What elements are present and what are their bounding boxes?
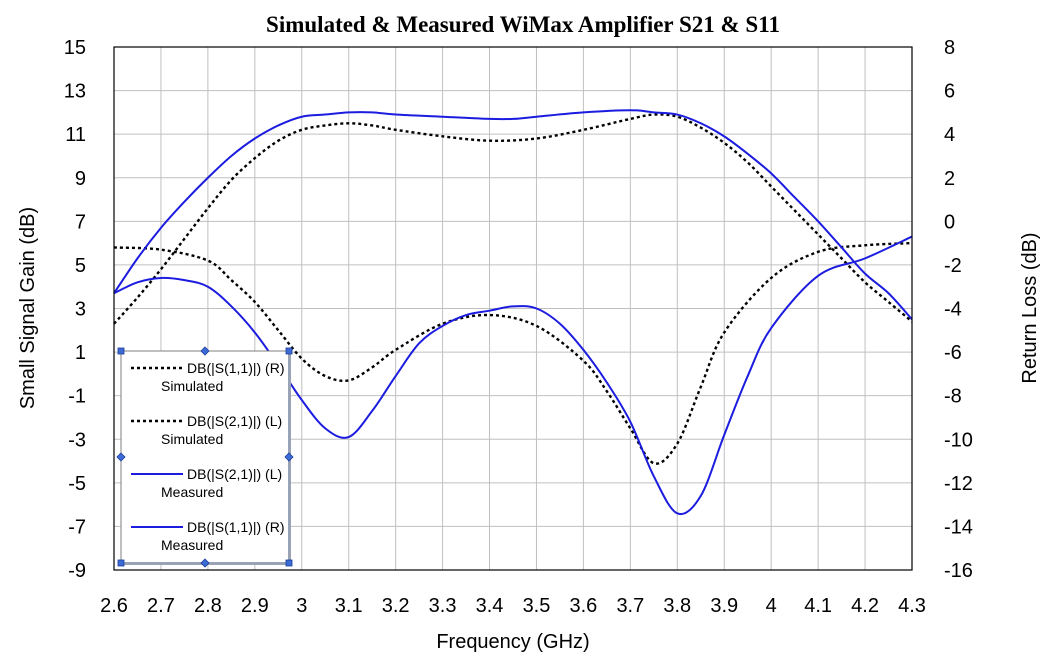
- x-tick-label: 2.7: [147, 595, 175, 617]
- legend-label: DB(|S(2,1)|) (L): [187, 413, 282, 429]
- right-tick-label: -6: [944, 342, 962, 364]
- left-tick-label: 5: [75, 255, 86, 277]
- left-tick-label: 1: [75, 342, 86, 364]
- left-tick-label: 15: [64, 37, 86, 59]
- right-tick-label: 6: [944, 81, 955, 103]
- legend-side-handle[interactable]: [116, 452, 126, 462]
- legend-side-handle[interactable]: [284, 452, 294, 462]
- right-tick-label: 4: [944, 124, 955, 146]
- left-tick-label: -1: [68, 386, 86, 408]
- legend-label: DB(|S(1,1)|) (R): [187, 519, 285, 535]
- left-tick-label: 3: [75, 299, 86, 321]
- x-tick-label: 3.5: [523, 595, 551, 617]
- right-tick-label: 2: [944, 168, 955, 190]
- legend-corner-handle[interactable]: [117, 347, 125, 355]
- left-tick-label: -7: [68, 516, 86, 538]
- x-tick-label: 3.3: [429, 595, 457, 617]
- left-axis-label: Small Signal Gain (dB): [17, 207, 39, 409]
- legend-side-handle[interactable]: [200, 558, 210, 568]
- right-tick-label: -12: [944, 473, 973, 495]
- plot-series: [113, 109, 913, 516]
- series-s21-simulated: [113, 113, 913, 325]
- left-tick-label: -3: [68, 429, 86, 451]
- legend-sublabel: Simulated: [161, 378, 223, 394]
- legend-side-handle[interactable]: [200, 346, 210, 356]
- legend-corner-handle[interactable]: [117, 559, 125, 567]
- legend-selection-handles[interactable]: [116, 346, 294, 568]
- left-tick-label: 13: [64, 81, 86, 103]
- legend-label: DB(|S(1,1)|) (R): [187, 360, 285, 376]
- x-tick-label: 3.8: [663, 595, 691, 617]
- x-tick-label: 3.4: [476, 595, 504, 617]
- x-tick-label: 3.9: [710, 595, 738, 617]
- legend: DB(|S(1,1)|) (R) Simulated DB(|S(2,1)|) (L…: [116, 346, 294, 568]
- right-tick-label: -4: [944, 299, 962, 321]
- x-tick-label: 3.1: [335, 595, 363, 617]
- x-tick-label: 2.6: [100, 595, 128, 617]
- x-tick-label: 3.7: [616, 595, 644, 617]
- legend-sublabel: Simulated: [161, 431, 223, 447]
- right-tick-label: 8: [944, 37, 955, 59]
- x-tick-label: 3.2: [382, 595, 410, 617]
- right-axis-label: Return Loss (dB): [1019, 232, 1041, 383]
- legend-label: DB(|S(2,1)|) (L): [187, 466, 282, 482]
- legend-sublabel: Measured: [161, 484, 223, 500]
- left-axis-ticks: 15 13 11 9 7 5 3 1 -1 -3 -5 -7 -9: [64, 37, 86, 582]
- right-tick-label: -16: [944, 560, 973, 582]
- x-axis-ticks: 2.6 2.7 2.8 2.9 3 3.1 3.2 3.3 3.4 3.5 3.6 3.7 3.8 3.9…: [100, 595, 926, 617]
- right-tick-label: -10: [944, 429, 973, 451]
- series-s11-measured: [113, 235, 913, 516]
- legend-corner-handle[interactable]: [285, 559, 293, 567]
- x-tick-label: 4.2: [851, 595, 879, 617]
- right-tick-label: -8: [944, 386, 962, 408]
- legend-corner-handle[interactable]: [285, 347, 293, 355]
- left-tick-label: -5: [68, 473, 86, 495]
- x-axis-label: Frequency (GHz): [436, 631, 589, 653]
- x-tick-label: 3.6: [570, 595, 598, 617]
- series-s21-measured: [113, 109, 913, 321]
- x-tick-label: 2.8: [194, 595, 222, 617]
- legend-sublabel: Measured: [161, 537, 223, 553]
- left-tick-label: 11: [65, 124, 86, 146]
- right-axis-ticks: 8 6 4 2 0 -2 -4 -6 -8 -10 -12 -14 -16: [944, 37, 973, 582]
- x-tick-label: 4.1: [804, 595, 832, 617]
- left-tick-label: 9: [75, 168, 86, 190]
- x-tick-label: 3: [296, 595, 307, 617]
- x-tick-label: 4: [766, 595, 777, 617]
- grid: [114, 47, 912, 570]
- right-tick-label: -14: [944, 516, 973, 538]
- x-tick-label: 4.3: [898, 595, 926, 617]
- chart-title: Simulated & Measured WiMax Amplifier S21…: [266, 12, 780, 37]
- series-s11-simulated: [113, 241, 913, 465]
- left-tick-label: 7: [75, 211, 86, 233]
- right-tick-label: 0: [944, 211, 955, 233]
- plot-frame: [113, 46, 913, 571]
- x-tick-label: 2.9: [241, 595, 269, 617]
- left-tick-label: -9: [68, 560, 86, 582]
- right-tick-label: -2: [944, 255, 962, 277]
